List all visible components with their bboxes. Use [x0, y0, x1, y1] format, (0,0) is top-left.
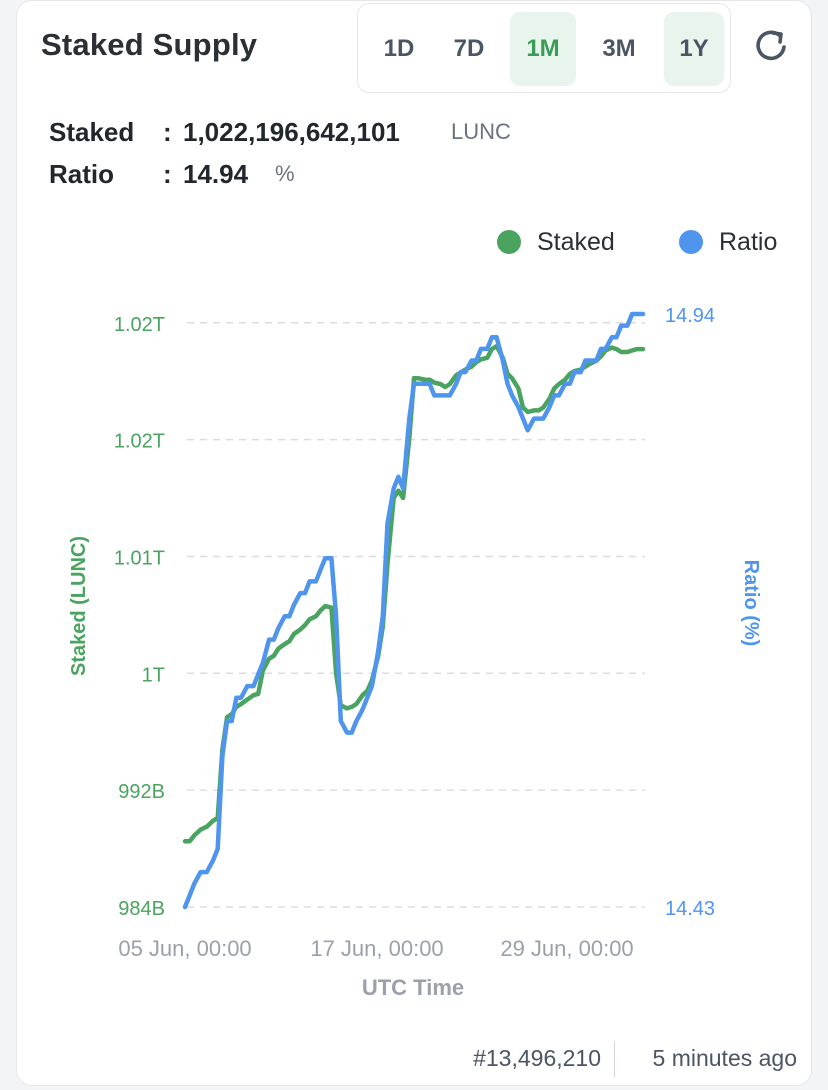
ratio-stat: Ratio : 14.94 %: [49, 159, 749, 193]
x-tick-label: 29 Jun, 00:00: [500, 936, 633, 961]
y-left-axis-label: Staked (LUNC): [68, 536, 90, 676]
legend-ratio-label: Ratio: [719, 227, 778, 256]
y-left-tick-label: 984B: [118, 898, 165, 920]
tab-1m[interactable]: 1M: [510, 12, 576, 86]
y-right-tick-label: 14.94: [665, 305, 715, 327]
tab-1d[interactable]: 1D: [383, 35, 415, 62]
card-title: Staked Supply: [41, 27, 258, 62]
y-right-axis-label: Ratio (%): [740, 560, 762, 647]
staked-label: Staked: [49, 117, 135, 147]
staked-stat: Staked : 1,022,196,642,101 LUNC: [49, 117, 749, 151]
ratio-unit: %: [275, 161, 295, 186]
x-tick-label: 05 Jun, 00:00: [118, 936, 251, 961]
y-left-tick-label: 1.02T: [114, 314, 165, 336]
staked-unit: LUNC: [451, 119, 511, 144]
staked-supply-card: Staked Supply 1D 7D 1M 3M 1Y Staked : 1,…: [16, 0, 812, 1086]
tab-3m[interactable]: 3M: [602, 35, 636, 62]
y-left-tick-label: 992B: [118, 781, 165, 803]
staked-ratio-chart: 984B 992B 1T 1.01T 1.02T 1.02T 14.43 14.94 05 Ju…: [68, 305, 762, 1000]
y-right-tick-label: 14.43: [665, 898, 715, 920]
last-updated: 5 minutes ago: [652, 1045, 797, 1071]
timeframe-tabs: 1D 7D 1M 3M 1Y: [357, 3, 731, 93]
y-left-tick-label: 1.02T: [114, 431, 165, 453]
x-axis-label: UTC Time: [362, 975, 464, 1000]
x-tick-label: 17 Jun, 00:00: [310, 936, 443, 961]
series-line-ratio: [182, 311, 646, 910]
y-left-tick-label: 1.01T: [114, 547, 165, 569]
block-height: #13,496,210: [473, 1045, 601, 1071]
refresh-button[interactable]: [751, 25, 793, 67]
ratio-label: Ratio: [49, 159, 114, 189]
staked-value: 1,022,196,642,101: [183, 117, 400, 147]
y-left-tick-label: 1T: [142, 664, 165, 686]
legend-ratio[interactable]: Ratio: [679, 225, 777, 259]
tab-1y[interactable]: 1Y: [664, 12, 724, 86]
series-line-staked: [182, 343, 646, 844]
ratio-value: 14.94: [183, 159, 249, 189]
staked-colon: :: [163, 117, 172, 147]
legend-ratio-dot: [679, 230, 703, 254]
refresh-icon: [756, 30, 786, 61]
tab-7d[interactable]: 7D: [453, 35, 485, 62]
ratio-colon: :: [163, 159, 172, 189]
footer: #13,496,210 5 minutes ago: [17, 1039, 813, 1079]
legend-staked-label: Staked: [537, 227, 615, 256]
footer-divider: [614, 1041, 615, 1077]
legend-staked[interactable]: Staked: [497, 225, 615, 259]
legend-staked-dot: [497, 230, 521, 254]
